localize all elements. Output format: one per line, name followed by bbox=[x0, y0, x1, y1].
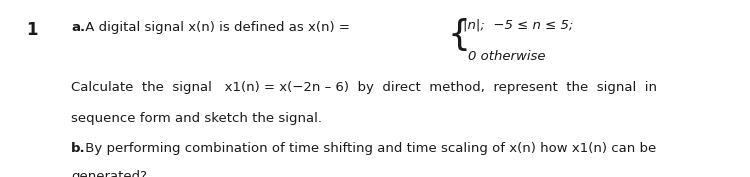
Text: 1: 1 bbox=[26, 21, 38, 39]
Text: A digital signal x(n) is defined as x(​n) =: A digital signal x(n) is defined as x(​n… bbox=[81, 21, 350, 34]
Text: |n|;  −5 ≤ n ≤ 5;: |n|; −5 ≤ n ≤ 5; bbox=[463, 19, 573, 32]
Text: a.: a. bbox=[71, 21, 86, 34]
Text: b.: b. bbox=[71, 142, 86, 155]
Text: sequence form and sketch the signal.: sequence form and sketch the signal. bbox=[71, 112, 322, 124]
Text: Calculate  the  signal   x1(n) = x(−2n – 6)  by  direct  method,  represent  the: Calculate the signal x1(n) = x(−2n – 6) … bbox=[71, 81, 657, 94]
Text: 0 otherwise: 0 otherwise bbox=[468, 50, 545, 62]
Text: {: { bbox=[447, 18, 470, 52]
Text: generated?: generated? bbox=[71, 170, 147, 177]
Text: By performing combination of time shifting and time scaling of x(n) how x1(n) ca: By performing combination of time shifti… bbox=[81, 142, 656, 155]
